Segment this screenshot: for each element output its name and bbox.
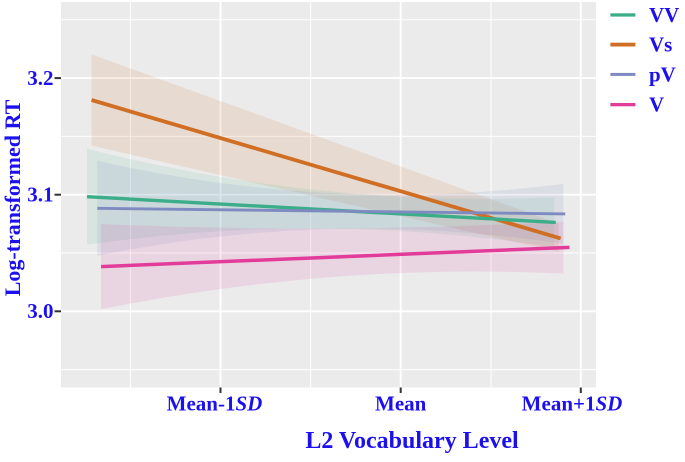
- svg-text:Mean-1SD: Mean-1SD: [167, 392, 263, 416]
- svg-text:pV: pV: [649, 62, 676, 86]
- svg-text:Log-transformed RT: Log-transformed RT: [0, 99, 25, 296]
- svg-text:Vs: Vs: [649, 33, 672, 57]
- svg-text:3.0: 3.0: [27, 299, 53, 323]
- svg-text:L2 Vocabulary Level: L2 Vocabulary Level: [305, 428, 519, 454]
- svg-text:Mean+1SD: Mean+1SD: [522, 392, 623, 416]
- svg-text:Mean: Mean: [375, 392, 427, 416]
- svg-text:3.2: 3.2: [27, 66, 53, 90]
- svg-text:VV: VV: [649, 3, 679, 27]
- svg-text:3.1: 3.1: [27, 183, 53, 207]
- svg-text:V: V: [649, 93, 664, 117]
